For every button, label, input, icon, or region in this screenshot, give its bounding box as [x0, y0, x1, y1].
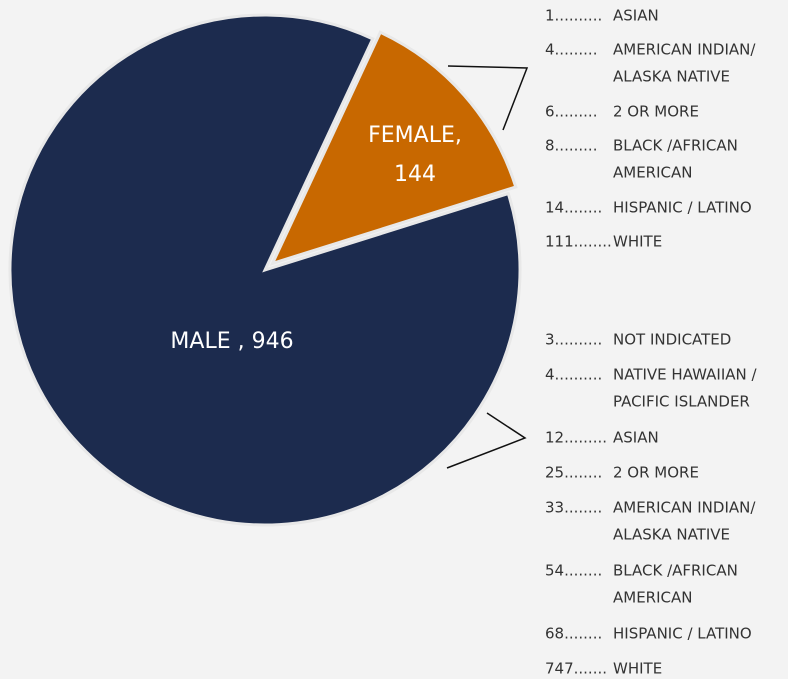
- annotation-count: 111........: [545, 233, 612, 251]
- annotation-count: 4..........: [545, 366, 602, 384]
- slice-label: FEMALE, 144: [368, 123, 462, 187]
- annotation-label: AMERICAN: [613, 589, 692, 607]
- pie-slice: [269, 30, 518, 266]
- annotation-count: 14........: [545, 199, 602, 217]
- annotation-label: WHITE: [613, 233, 662, 251]
- annotation-label: ASIAN: [613, 429, 659, 447]
- annotation-count: 1..........: [545, 7, 602, 25]
- annotation-label: WHITE: [613, 660, 662, 678]
- annotation-count: 25........: [545, 464, 602, 482]
- annotation-label: AMERICAN INDIAN/: [613, 499, 756, 517]
- annotation-count: 8.........: [545, 137, 597, 155]
- annotation-label: BLACK /AFRICAN: [613, 137, 738, 155]
- annotation-label: PACIFIC ISLANDER: [613, 393, 750, 411]
- annotation-count: 12.........: [545, 429, 607, 447]
- annotation-label: 2 OR MORE: [613, 103, 699, 121]
- annotation-label: NOT INDICATED: [613, 331, 731, 349]
- annotation-count: 33........: [545, 499, 602, 517]
- annotation-label: HISPANIC / LATINO: [613, 199, 752, 217]
- annotation-label: 2 OR MORE: [613, 464, 699, 482]
- annotation-label: ALASKA NATIVE: [613, 526, 730, 544]
- annotation-count: 3..........: [545, 331, 602, 349]
- pie-slice: [8, 13, 522, 527]
- bracket: [446, 412, 527, 469]
- annotation-label: ALASKA NATIVE: [613, 68, 730, 86]
- annotation-label: AMERICAN INDIAN/: [613, 41, 756, 59]
- bracket: [447, 65, 529, 131]
- annotation-count: 68........: [545, 625, 602, 643]
- annotation-label: ASIAN: [613, 7, 659, 25]
- annotation-count: 6.........: [545, 103, 597, 121]
- annotation-count: 4.........: [545, 41, 597, 59]
- annotation-count: 747.......: [545, 660, 607, 678]
- annotation-label: BLACK /AFRICAN: [613, 562, 738, 580]
- annotation-label: NATIVE HAWAIIAN /: [613, 366, 758, 384]
- annotation-count: 54........: [545, 562, 602, 580]
- annotation-label: AMERICAN: [613, 164, 692, 182]
- slice-label: MALE , 946: [170, 329, 294, 354]
- annotation-label: HISPANIC / LATINO: [613, 625, 752, 643]
